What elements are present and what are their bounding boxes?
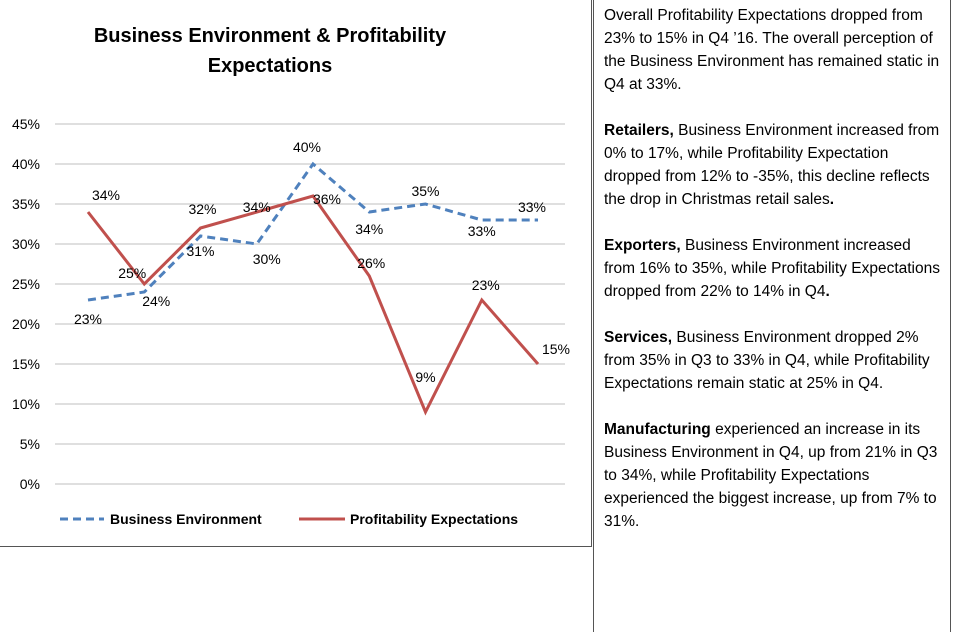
chart-title-line-2: Expectations xyxy=(208,55,332,77)
data-label: 33% xyxy=(518,199,546,215)
retailers-text: Business Environment increased from 0% t… xyxy=(604,122,940,208)
y-tick-label: 35% xyxy=(12,196,40,212)
data-label: 31% xyxy=(186,243,214,259)
data-label: 24% xyxy=(142,293,170,309)
y-axis: 0% 5% 10% 15% 20% 25% 30% 35% 40% 45% xyxy=(12,116,40,492)
commentary-overall: Overall Profitability Expectations dropp… xyxy=(604,7,940,93)
chart-panel: Business Environment & Profitability Exp… xyxy=(0,0,592,547)
data-label: 36% xyxy=(313,191,341,207)
series-lines xyxy=(86,161,540,416)
line-chart: Business Environment & Profitability Exp… xyxy=(12,25,570,527)
data-label: 23% xyxy=(74,311,102,327)
retailers-heading: Retailers, xyxy=(604,122,674,139)
data-label: 9% xyxy=(415,369,435,385)
y-tick-label: 25% xyxy=(12,276,40,292)
legend-label-business-environment: Business Environment xyxy=(110,511,262,527)
y-tick-label: 5% xyxy=(20,436,40,452)
series-line-profitability-expectations xyxy=(86,194,540,416)
y-tick-label: 30% xyxy=(12,236,40,252)
data-label: 26% xyxy=(357,255,385,271)
data-label: 15% xyxy=(542,341,570,357)
commentary-services: Services, Business Environment dropped 2… xyxy=(604,326,942,395)
gridlines xyxy=(55,123,565,485)
services-heading: Services, xyxy=(604,329,673,346)
exporters-heading: Exporters, xyxy=(604,237,681,254)
data-labels: 23% 24% 31% 30% 40% 34% 35% 33% 33% 34% 25% 32% 34% 3… xyxy=(74,139,570,385)
y-tick-label: 20% xyxy=(12,316,40,332)
data-label: 32% xyxy=(188,201,216,217)
y-tick-label: 0% xyxy=(20,476,40,492)
exporters-end: . xyxy=(825,283,830,300)
legend: Business Environment Profitability Expect… xyxy=(60,511,518,527)
commentary-manufacturing: Manufacturing experienced an increase in… xyxy=(604,418,942,533)
series-line-business-environment xyxy=(87,161,538,302)
manufacturing-text: experienced an increase in its Business … xyxy=(604,421,938,530)
data-label: 23% xyxy=(472,277,500,293)
commentary-retailers: Retailers, Business Environment increase… xyxy=(604,119,942,211)
services-text: Business Environment dropped 2% from 35%… xyxy=(604,329,930,392)
retailers-end: . xyxy=(829,191,835,208)
data-label: 34% xyxy=(243,199,271,215)
manufacturing-heading: Manufacturing xyxy=(604,421,711,438)
chart-title-line-1: Business Environment & Profitability xyxy=(94,25,447,47)
data-label: 40% xyxy=(293,139,321,155)
y-tick-label: 45% xyxy=(12,116,40,132)
exporters-text: Business Environment increased from 16% … xyxy=(604,237,940,300)
data-label: 35% xyxy=(411,183,439,199)
commentary-panel: Overall Profitability Expectations dropp… xyxy=(593,0,951,632)
data-label: 30% xyxy=(253,251,281,267)
commentary-exporters: Exporters, Business Environment increase… xyxy=(604,234,942,303)
legend-label-profitability-expectations: Profitability Expectations xyxy=(350,511,518,527)
y-tick-label: 10% xyxy=(12,396,40,412)
y-tick-label: 15% xyxy=(12,356,40,372)
data-label: 25% xyxy=(118,265,146,281)
data-label: 34% xyxy=(355,221,383,237)
y-tick-label: 40% xyxy=(12,156,40,172)
data-label: 34% xyxy=(92,187,120,203)
data-label: 33% xyxy=(468,223,496,239)
